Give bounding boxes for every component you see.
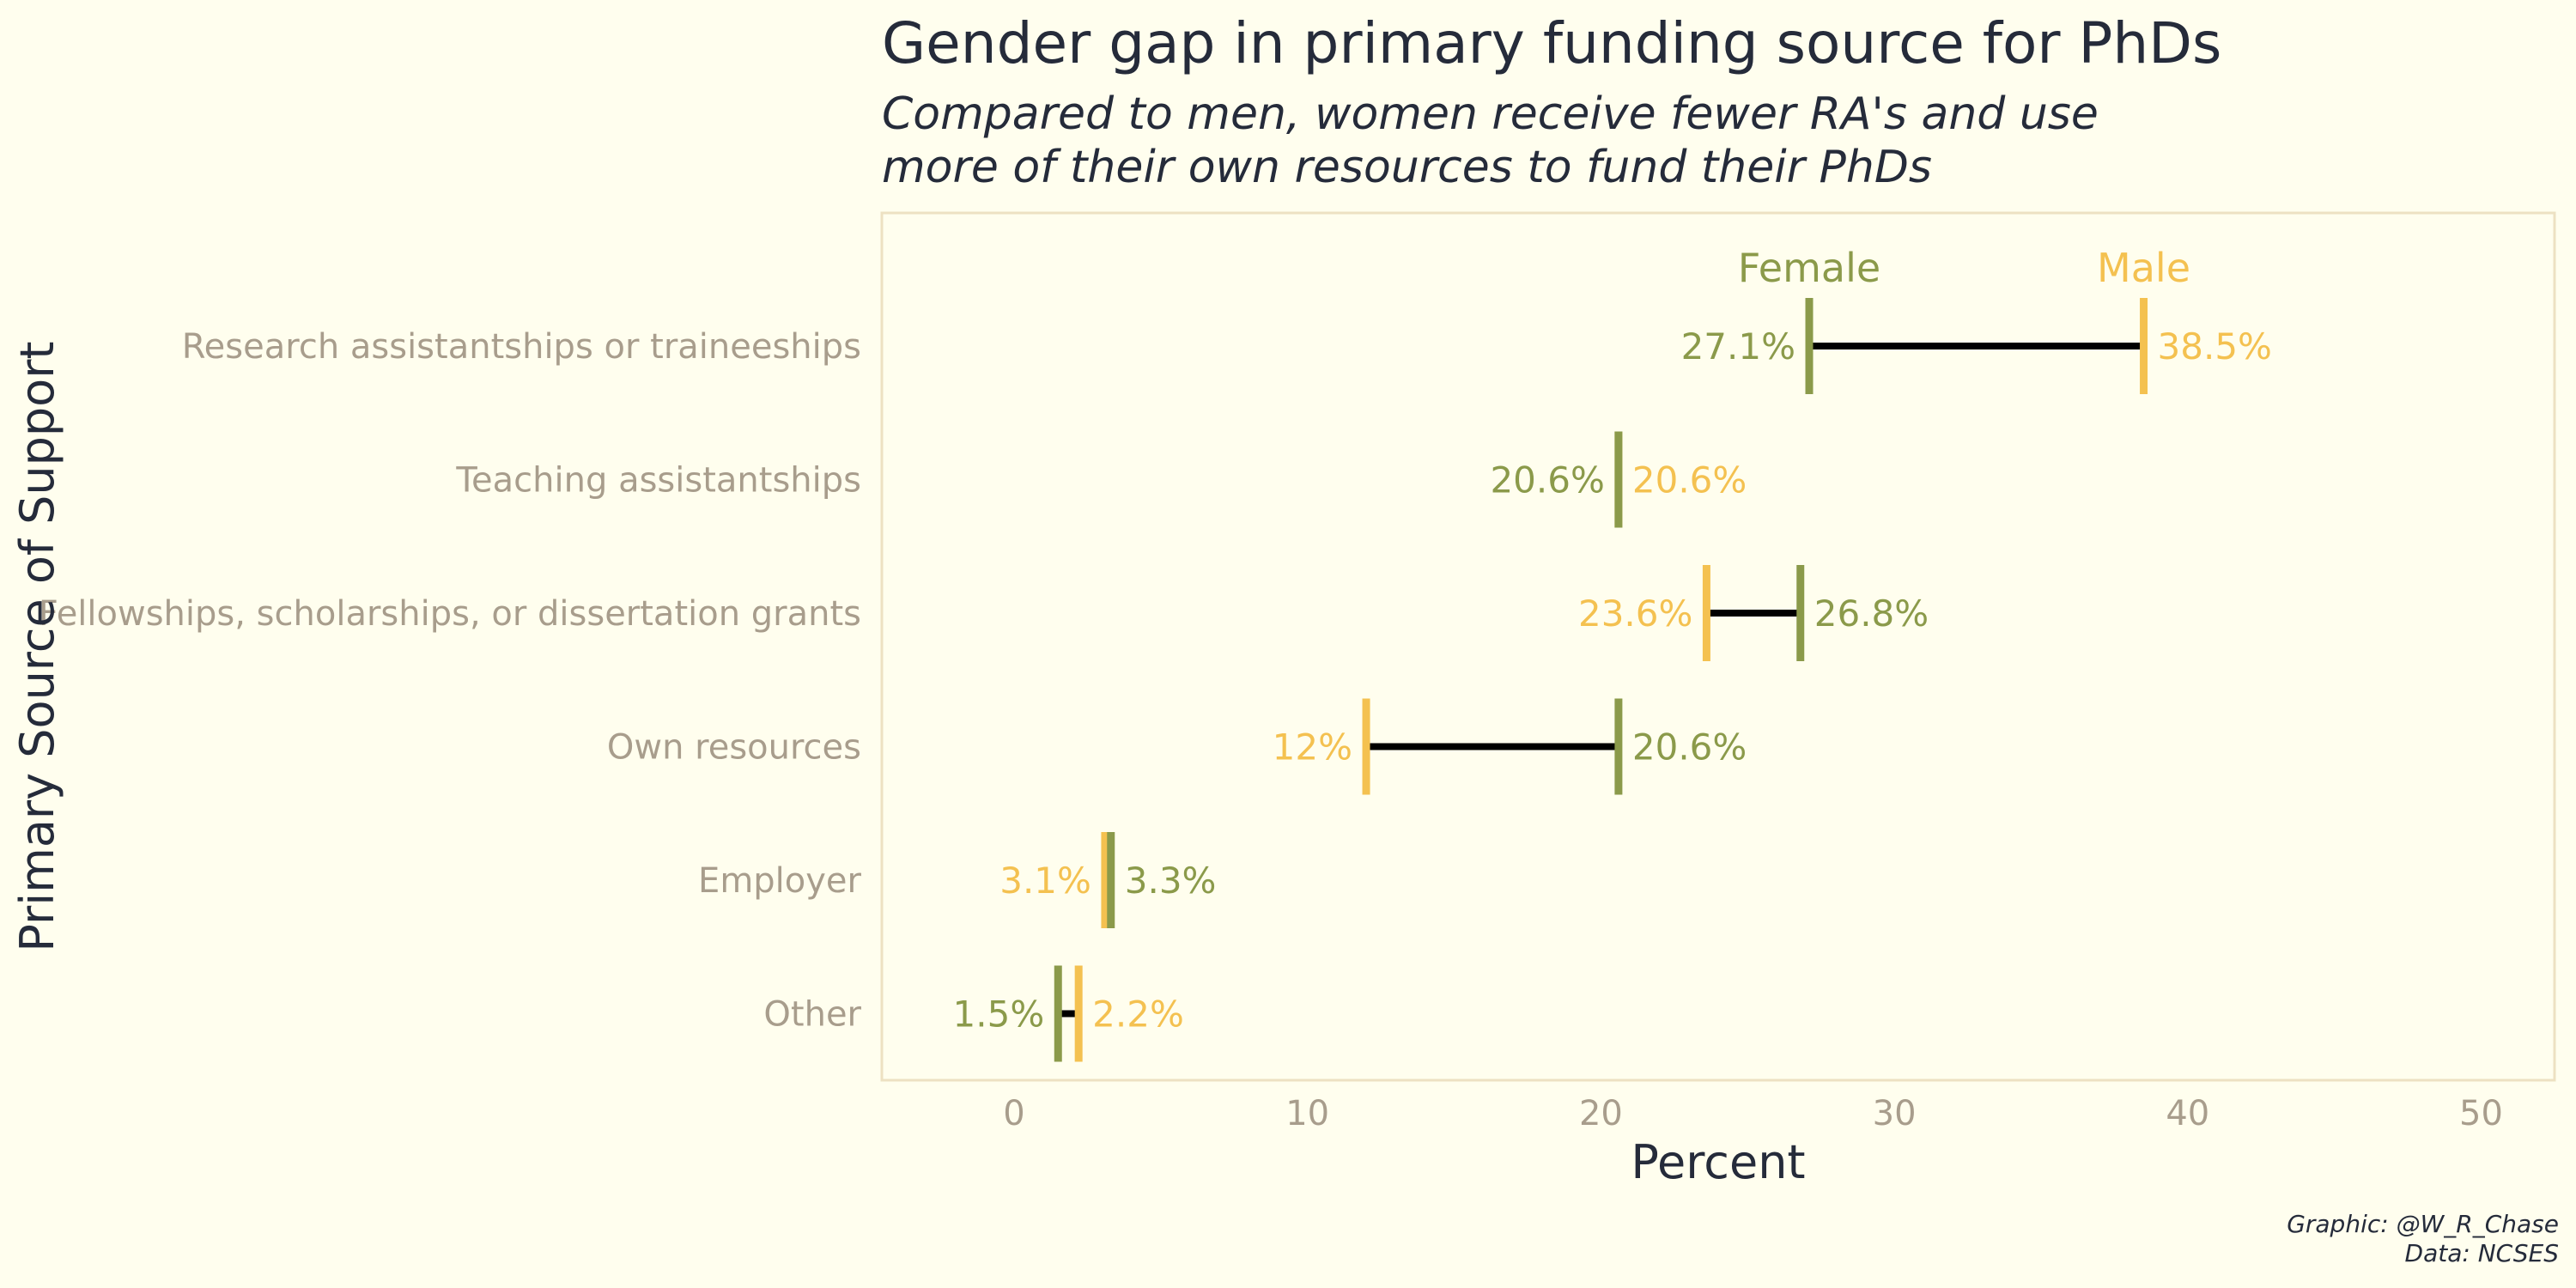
legend-label-female: Female [1738, 245, 1880, 291]
category-label-teaching-assistantships: Teaching assistantships [455, 461, 861, 501]
male-mark-other [1074, 965, 1083, 1062]
male-mark-research-assistantships-or-traineeships [2140, 298, 2148, 394]
category-label-own-resources: Own resources [607, 728, 861, 768]
male-value-label-other: 2.2% [1092, 993, 1184, 1036]
chart-subtitle-line-2: more of their own resources to fund thei… [882, 142, 1932, 193]
female-value-label-teaching-assistantships: 20.6% [1490, 459, 1604, 501]
female-mark-employer [1107, 832, 1115, 928]
male-value-label-teaching-assistantships: 20.6% [1632, 459, 1747, 501]
female-mark-research-assistantships-or-traineeships [1805, 298, 1814, 394]
female-mark-fellowships-scholarships-or-dissertation-grants [1796, 565, 1805, 661]
x-tick-label-40: 40 [2166, 1094, 2209, 1133]
category-label-research-assistantships-or-traineeships: Research assistantships or traineeships [182, 327, 861, 367]
x-axis-title: Percent [1631, 1135, 1805, 1189]
x-tick-label-20: 20 [1579, 1094, 1623, 1133]
male-mark-fellowships-scholarships-or-dissertation-grants [1702, 565, 1710, 661]
x-tick-label-50: 50 [2459, 1094, 2503, 1133]
value-labels: 27.1% 38.5% 20.6% 20.6% 23.6% 26.8% 12% 20.6% 3.… [953, 325, 2272, 1036]
female-mark-teaching-assistantships [1614, 431, 1623, 528]
female-value-label-other: 1.5% [953, 993, 1045, 1036]
male-value-label-own-resources: 12% [1273, 726, 1352, 769]
x-tick-label-30: 30 [1873, 1094, 1917, 1133]
caption-data-source: Data: NCSES [2405, 1239, 2559, 1267]
male-mark-employer [1101, 832, 1109, 928]
category-label-other: Other [763, 995, 861, 1035]
x-tick-label-0: 0 [1003, 1094, 1024, 1133]
female-value-label-fellowships-scholarships-or-dissertation-grants: 26.8% [1814, 592, 1929, 635]
female-mark-other [1054, 965, 1062, 1062]
caption-graphic-credit: Graphic: @W_R_Chase [2287, 1210, 2559, 1238]
category-label-fellowships-scholarships-or-dissertation-grants: Fellowships, scholarships, or dissertati… [39, 594, 861, 634]
female-value-label-employer: 3.3% [1125, 860, 1217, 902]
y-axis-title: Primary Source of Support [10, 341, 64, 951]
chart-subtitle-line-1: Compared to men, women receive fewer RA'… [882, 88, 2099, 140]
male-mark-own-resources [1362, 698, 1370, 795]
male-value-label-fellowships-scholarships-or-dissertation-grants: 23.6% [1578, 592, 1692, 635]
male-value-label-research-assistantships-or-traineeships: 38.5% [2158, 325, 2272, 368]
plot-panel [880, 211, 2556, 1082]
legend-label-male: Male [2097, 245, 2190, 291]
female-value-label-research-assistantships-or-traineeships: 27.1% [1681, 325, 1795, 368]
value-marks [1054, 298, 2148, 1062]
x-tick-label-10: 10 [1285, 1094, 1329, 1133]
legend: Female Male [1738, 245, 2190, 291]
male-value-label-employer: 3.1% [999, 860, 1091, 902]
category-labels: Research assistantships or traineeships T… [39, 327, 862, 1035]
chart-title: Gender gap in primary funding source for… [882, 10, 2221, 76]
female-mark-own-resources [1614, 698, 1623, 795]
category-label-employer: Employer [698, 861, 861, 901]
female-value-label-own-resources: 20.6% [1632, 726, 1747, 769]
x-axis-ticks: 0 10 20 30 40 50 [1003, 1094, 2503, 1133]
